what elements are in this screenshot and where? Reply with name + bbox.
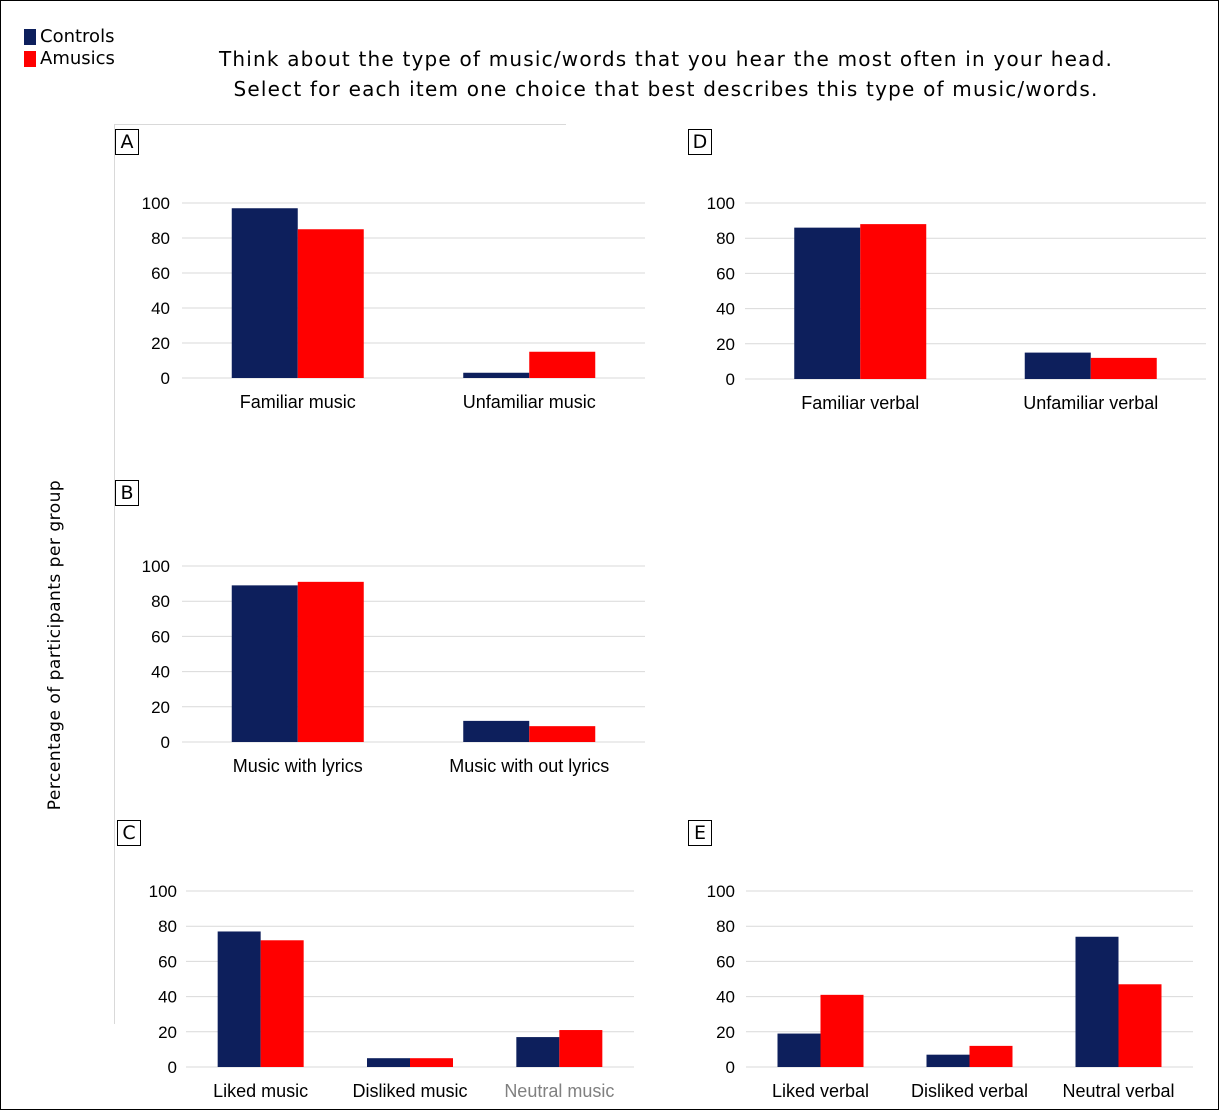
panel-d-letter: D: [688, 129, 712, 155]
panel-e-y-tick-100: 100: [707, 882, 735, 901]
panel-e-bar-controls-liked-verbal: [777, 1033, 821, 1067]
panel-a-y-tick-0: 0: [161, 369, 170, 388]
legend-label-amusics: Amusics: [40, 48, 115, 69]
panel-a-bar-controls-familiar-music: [231, 208, 298, 378]
panel-e-y-tick-60: 60: [716, 952, 735, 971]
panel-c-category-label-disliked-music: Disliked music: [352, 1081, 467, 1101]
panel-b-bar-controls-music-with-lyrics: [231, 585, 298, 742]
panel-c-letter: C: [117, 820, 141, 846]
panel-b-bar-amusics-music-with-lyrics: [297, 581, 364, 742]
legend-item-amusics: Amusics: [24, 48, 115, 70]
panel-d-y-tick-80: 80: [716, 229, 735, 248]
panel-b-y-tick-100: 100: [142, 557, 170, 576]
panel-e-bar-controls-disliked-verbal: [926, 1054, 970, 1067]
guide-line-vertical: [114, 124, 115, 1024]
panel-e-bar-amusics-disliked-verbal: [969, 1045, 1013, 1067]
panel-a-y-tick-60: 60: [151, 264, 170, 283]
guide-line-horizontal: [114, 124, 566, 125]
panel-e-y-tick-40: 40: [716, 988, 735, 1007]
panel-d-y-tick-20: 20: [716, 335, 735, 354]
panel-c-bar-controls-disliked-music: [367, 1058, 410, 1067]
panel-d-bar-controls-unfamiliar-verbal: [1024, 352, 1091, 379]
panel-c-y-tick-60: 60: [158, 952, 177, 971]
panel-a-y-tick-80: 80: [151, 229, 170, 248]
panel-c-bar-amusics-liked-music: [260, 940, 304, 1067]
panel-b-letter: B: [115, 480, 139, 506]
heading-line-1: Think about the type of music/words that…: [218, 47, 1114, 71]
panel-c-category-label-neutral-music: Neutral music: [504, 1081, 614, 1101]
panel-c-y-tick-0: 0: [168, 1058, 177, 1077]
panel-b-y-tick-60: 60: [151, 627, 170, 646]
panel-e-bar-amusics-liked-verbal: [820, 994, 864, 1067]
panel-d-bar-controls-familiar-verbal: [794, 227, 861, 379]
controls-swatch: [24, 29, 36, 45]
legend-item-controls: Controls: [24, 26, 115, 48]
panel-e-y-tick-80: 80: [716, 917, 735, 936]
panel-c-y-tick-20: 20: [158, 1023, 177, 1042]
panel-d-bar-amusics-unfamiliar-verbal: [1090, 357, 1157, 379]
panel-c-y-tick-40: 40: [158, 988, 177, 1007]
panel-b-y-tick-0: 0: [161, 733, 170, 752]
panel-a-bar-amusics-familiar-music: [297, 229, 364, 378]
panel-a-bar-amusics-unfamiliar-music: [529, 351, 596, 378]
panel-a-letter: A: [115, 129, 139, 155]
panel-a-y-tick-40: 40: [151, 299, 170, 318]
panel-b-category-label-music-with-out-lyrics: Music with out lyrics: [449, 756, 609, 776]
legend: Controls Amusics: [24, 26, 115, 70]
panel-c-category-label-liked-music: Liked music: [213, 1081, 308, 1101]
panel-b-bar-controls-music-with-out-lyrics: [463, 720, 530, 742]
panel-c-bar-amusics-disliked-music: [410, 1058, 453, 1067]
panel-a-bar-controls-unfamiliar-music: [463, 372, 530, 378]
legend-label-controls: Controls: [40, 26, 115, 47]
panel-b-y-tick-20: 20: [151, 698, 170, 717]
panel-c-bar-amusics-neutral-music: [559, 1030, 603, 1067]
panel-e-category-label-disliked-verbal: Disliked verbal: [911, 1081, 1028, 1101]
panel-c-y-tick-100: 100: [149, 882, 177, 901]
panel-a-y-tick-20: 20: [151, 334, 170, 353]
heading-line-2: Select for each item one choice that bes…: [233, 77, 1099, 101]
panel-d-y-tick-40: 40: [716, 300, 735, 319]
panel-e-letter: E: [688, 820, 712, 846]
panel-e-bar-controls-neutral-verbal: [1075, 936, 1119, 1067]
instruction-heading: Think about the type of music/words that…: [120, 44, 1212, 104]
panel-d-y-tick-60: 60: [716, 264, 735, 283]
panel-c-bar-controls-liked-music: [217, 931, 261, 1067]
amusics-swatch: [24, 51, 36, 67]
panel-a-category-label-familiar-music: Familiar music: [240, 392, 356, 412]
panel-e-y-tick-20: 20: [716, 1023, 735, 1042]
panel-d-category-label-familiar-verbal: Familiar verbal: [801, 393, 919, 413]
panel-e-category-label-neutral-verbal: Neutral verbal: [1062, 1081, 1174, 1101]
panel-c-y-tick-80: 80: [158, 917, 177, 936]
panel-a-category-label-unfamiliar-music: Unfamiliar music: [463, 392, 596, 412]
panel-d-y-tick-100: 100: [707, 194, 735, 213]
panel-a-y-tick-100: 100: [142, 194, 170, 213]
panel-b-category-label-music-with-lyrics: Music with lyrics: [233, 756, 363, 776]
panel-e-y-tick-0: 0: [726, 1058, 735, 1077]
panel-d-bar-amusics-familiar-verbal: [860, 224, 927, 379]
panel-b-y-tick-80: 80: [151, 592, 170, 611]
panel-c-bar-controls-neutral-music: [516, 1037, 560, 1067]
panel-b-y-tick-40: 40: [151, 663, 170, 682]
panel-e-category-label-liked-verbal: Liked verbal: [772, 1081, 869, 1101]
panel-b-bar-amusics-music-with-out-lyrics: [529, 726, 596, 742]
panel-e-bar-amusics-neutral-verbal: [1118, 984, 1162, 1067]
panel-d-y-tick-0: 0: [726, 370, 735, 389]
panel-d-category-label-unfamiliar-verbal: Unfamiliar verbal: [1023, 393, 1158, 413]
